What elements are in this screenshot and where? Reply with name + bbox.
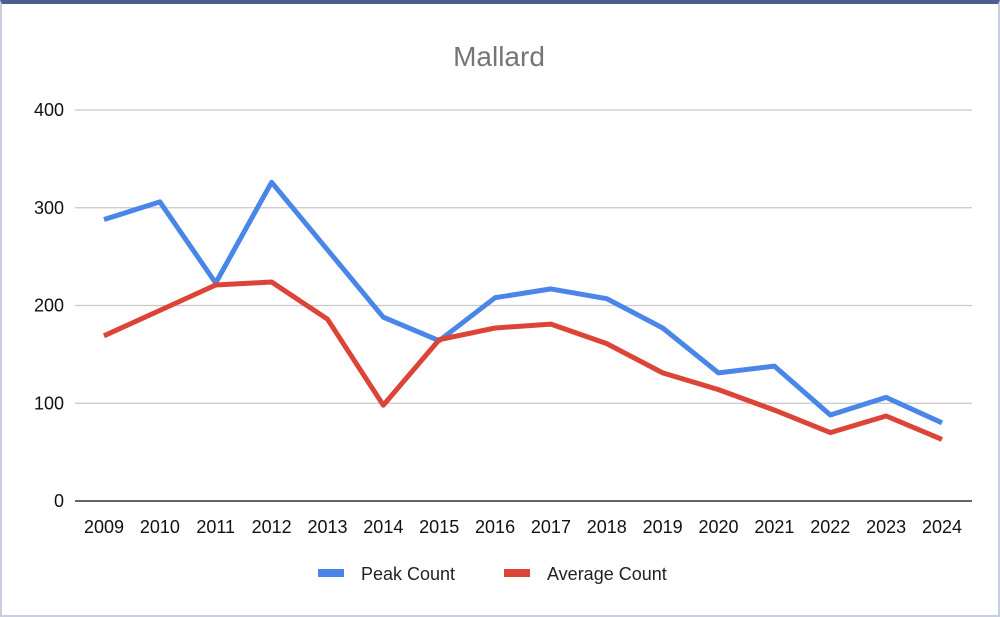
x-tick-label: 2022 bbox=[810, 517, 850, 537]
y-tick-label: 300 bbox=[34, 198, 64, 218]
y-tick-label: 400 bbox=[34, 100, 64, 120]
x-tick-label: 2012 bbox=[252, 517, 292, 537]
x-tick-label: 2011 bbox=[196, 517, 235, 537]
x-tick-label: 2024 bbox=[922, 517, 962, 537]
x-tick-label: 2014 bbox=[363, 517, 403, 537]
x-tick-label: 2009 bbox=[84, 517, 124, 537]
y-axis-ticks: 0 100 200 300 400 bbox=[34, 100, 64, 511]
y-tick-label: 200 bbox=[34, 296, 64, 316]
y-tick-label: 100 bbox=[34, 393, 64, 413]
x-axis-ticks: 2009 2010 2011 2012 2013 2014 2015 2016 2017 2018… bbox=[84, 517, 962, 537]
x-tick-label: 2013 bbox=[307, 517, 347, 537]
x-tick-label: 2017 bbox=[531, 517, 571, 537]
legend-swatch bbox=[504, 569, 530, 577]
x-tick-label: 2023 bbox=[866, 517, 906, 537]
x-tick-label: 2020 bbox=[699, 517, 739, 537]
series-lines bbox=[102, 179, 944, 442]
chart-title: Mallard bbox=[453, 41, 545, 72]
series-line-peak-count bbox=[103, 179, 944, 426]
x-tick-label: 2015 bbox=[419, 517, 459, 537]
legend-label: Average Count bbox=[547, 564, 667, 584]
x-tick-label: 2018 bbox=[587, 517, 627, 537]
legend-swatch bbox=[318, 569, 344, 577]
y-tick-label: 0 bbox=[54, 491, 64, 511]
grid-lines bbox=[75, 109, 972, 502]
x-tick-label: 2021 bbox=[754, 517, 794, 537]
x-tick-label: 2019 bbox=[643, 517, 683, 537]
series-line-average-count bbox=[102, 279, 943, 442]
x-tick-label: 2010 bbox=[140, 517, 180, 537]
legend: Peak Count Average Count bbox=[318, 564, 667, 584]
legend-label: Peak Count bbox=[361, 564, 455, 584]
x-tick-label: 2016 bbox=[475, 517, 515, 537]
